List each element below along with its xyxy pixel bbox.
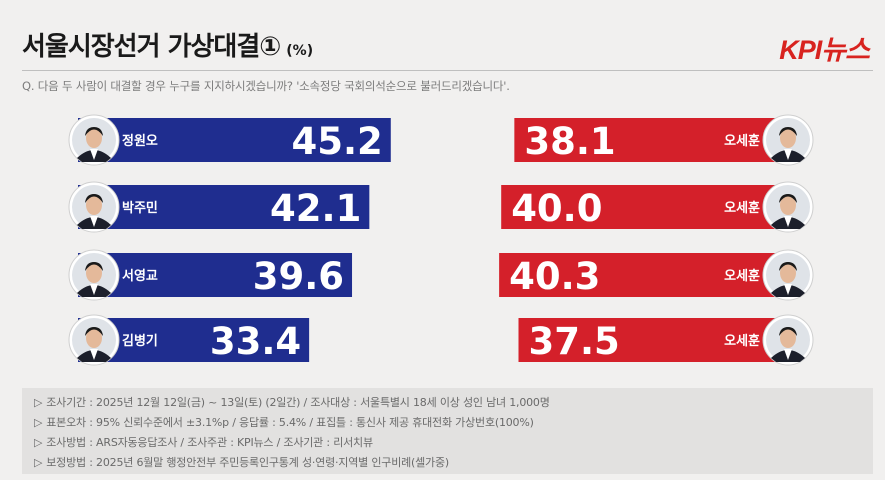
- right-value-label: 38.1: [524, 120, 615, 163]
- matchup-chart: 정원오 45.2 오세훈 38.1 박주민 42.1 오세훈 40.0 서영교 39.6 오세훈 40…: [68, 114, 814, 366]
- right-bar: [518, 318, 778, 362]
- survey-notes: ▷ 조사기간 : 2025년 12월 12일(금) ~ 13일(토) (2일간) …: [22, 388, 873, 474]
- note-arrow-icon: ▷: [34, 416, 43, 429]
- left-value-label: 42.1: [270, 187, 361, 230]
- title-text: 서울시장선거 가상대결①: [22, 32, 281, 62]
- left-candidate-name: 서영교: [122, 269, 158, 284]
- right-bar: [499, 253, 778, 297]
- note-text: 조사기간 : 2025년 12월 12일(금) ~ 13일(토) (2일간) /…: [46, 396, 550, 409]
- note-text: 보정방법 : 2025년 6월말 행정안전부 주민등록인구통계 성·연령·지역별…: [46, 456, 449, 469]
- left-candidate-avatar: [68, 114, 120, 166]
- right-bar: [501, 185, 778, 229]
- note-arrow-icon: ▷: [34, 436, 43, 449]
- right-value-label: 37.5: [529, 320, 620, 363]
- right-value-label: 40.3: [509, 255, 600, 298]
- left-value-label: 39.6: [253, 255, 344, 298]
- note-line: ▷ 조사기간 : 2025년 12월 12일(금) ~ 13일(토) (2일간) …: [34, 393, 873, 413]
- page-title: 서울시장선거 가상대결① (%): [22, 26, 313, 63]
- note-arrow-icon: ▷: [34, 396, 43, 409]
- note-line: ▷ 표본오차 : 95% 신뢰수준에서 ±3.1%p / 응답률 : 5.4% /…: [34, 413, 873, 433]
- left-candidate-avatar: [68, 249, 120, 301]
- note-line: ▷ 보정방법 : 2025년 6월말 행정안전부 주민등록인구통계 성·연령·지역…: [34, 453, 873, 473]
- left-candidate-avatar: [68, 181, 120, 233]
- left-candidate-name: 김병기: [122, 333, 158, 349]
- right-candidate-name: 오세훈: [724, 200, 760, 216]
- left-bar: [78, 185, 370, 229]
- right-candidate-avatar: [762, 249, 814, 301]
- left-candidate-name: 정원오: [122, 133, 158, 149]
- note-line: ▷ 조사방법 : ARS자동응답조사 / 조사주관 : KPI뉴스 / 조사기관 …: [34, 433, 873, 453]
- right-candidate-name: 오세훈: [724, 133, 760, 149]
- right-bar: [514, 118, 778, 162]
- survey-question: Q. 다음 두 사람이 대결할 경우 누구를 지지하시겠습니까? '소속정당 국…: [22, 79, 510, 93]
- right-candidate-name: 오세훈: [724, 268, 760, 284]
- right-candidate-avatar: [762, 114, 814, 166]
- left-value-label: 45.2: [291, 120, 382, 163]
- title-unit: (%): [286, 43, 314, 59]
- note-text: 조사방법 : ARS자동응답조사 / 조사주관 : KPI뉴스 / 조사기관 :…: [46, 436, 373, 449]
- right-candidate-name: 오세훈: [724, 333, 760, 349]
- left-value-label: 33.4: [210, 320, 301, 363]
- right-value-label: 40.0: [511, 187, 602, 230]
- kpi-news-logo: KPI뉴스: [779, 35, 870, 65]
- note-arrow-icon: ▷: [34, 456, 43, 469]
- right-candidate-avatar: [762, 314, 814, 366]
- left-bar: [78, 118, 391, 162]
- left-candidate-name: 박주민: [122, 200, 158, 216]
- right-candidate-avatar: [762, 181, 814, 233]
- title-divider: [22, 70, 873, 71]
- note-text: 표본오차 : 95% 신뢰수준에서 ±3.1%p / 응답률 : 5.4% / …: [46, 416, 534, 429]
- left-bar: [78, 253, 353, 297]
- left-candidate-avatar: [68, 314, 120, 366]
